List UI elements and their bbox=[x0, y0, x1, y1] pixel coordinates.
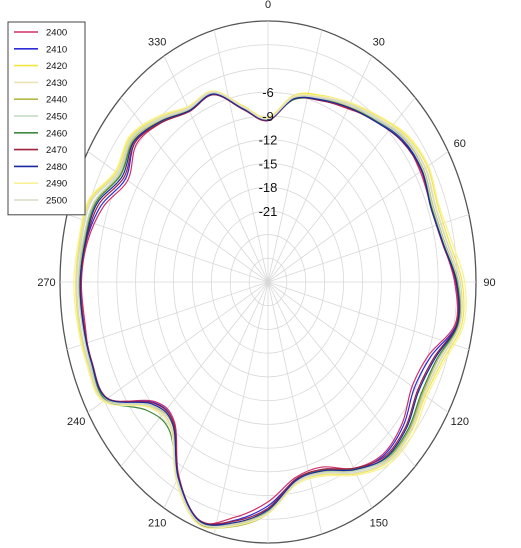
grid-spoke bbox=[267, 29, 323, 283]
radial-tick-label: -9 bbox=[262, 109, 274, 124]
grid-spoke bbox=[66, 281, 269, 350]
legend-label: 2470 bbox=[46, 145, 67, 156]
grid-spoke bbox=[120, 97, 269, 283]
radial-tick-label: -12 bbox=[259, 133, 278, 148]
angle-tick-label: 90 bbox=[483, 277, 495, 289]
grid-spoke bbox=[267, 281, 416, 467]
legend-label: 2440 bbox=[46, 95, 67, 106]
legend-label: 2430 bbox=[46, 78, 67, 89]
angle-tick-label: 330 bbox=[148, 36, 166, 48]
angle-tick-label: 60 bbox=[454, 138, 466, 150]
grid-spoke bbox=[163, 281, 269, 509]
legend-label: 2420 bbox=[46, 61, 67, 72]
legend-label: 2500 bbox=[46, 196, 67, 207]
grid-spoke bbox=[267, 281, 449, 413]
angle-tick-label: 30 bbox=[373, 36, 385, 48]
grid-spoke bbox=[267, 281, 470, 350]
angle-tick-label: 0 bbox=[265, 0, 271, 11]
radial-tick-label: -6 bbox=[262, 85, 274, 100]
series-line-2490 bbox=[73, 90, 467, 530]
radial-tick-label: -21 bbox=[259, 204, 278, 219]
legend-label: 2480 bbox=[46, 162, 67, 173]
legend-label: 2400 bbox=[46, 28, 67, 39]
legend-label: 2460 bbox=[46, 128, 67, 139]
series-line-2500 bbox=[75, 91, 463, 528]
series-line-2470 bbox=[80, 94, 460, 525]
radial-tick-label: -15 bbox=[259, 156, 278, 171]
legend-label: 2450 bbox=[46, 112, 67, 123]
legend-label: 2410 bbox=[46, 44, 67, 55]
angle-tick-label: 240 bbox=[67, 416, 85, 428]
legend: 2400 2410 2420 2430 2440 2450 2460 2470 2480 2490… bbox=[7, 21, 86, 216]
series-line-2480 bbox=[79, 93, 460, 526]
angle-tick-label: 210 bbox=[148, 518, 166, 530]
series-line-2400 bbox=[80, 91, 459, 525]
grid-spoke bbox=[213, 281, 269, 535]
radial-tick-label: -18 bbox=[259, 180, 278, 195]
series-curves bbox=[73, 90, 467, 530]
grid-spoke bbox=[267, 55, 373, 283]
grid-spoke bbox=[267, 281, 323, 535]
angle-tick-label: 150 bbox=[370, 518, 388, 530]
grid-spoke bbox=[213, 29, 269, 283]
legend-label: 2490 bbox=[46, 179, 67, 190]
grid-spoke bbox=[267, 214, 470, 283]
radial-tick-labels: -6 -9 -12 -15 -18 -21 bbox=[259, 85, 278, 219]
angle-tick-labels: 0306090120150180210240270300330 bbox=[37, 0, 495, 530]
grid-spoke bbox=[120, 281, 269, 467]
grid-spoke bbox=[66, 214, 269, 283]
series-line-2430 bbox=[76, 91, 463, 528]
angle-tick-label: 270 bbox=[37, 277, 55, 289]
angle-tick-label: 120 bbox=[451, 416, 469, 428]
grid-spoke bbox=[87, 281, 269, 413]
grid-spoke bbox=[267, 151, 449, 283]
grid-spoke bbox=[163, 55, 269, 283]
